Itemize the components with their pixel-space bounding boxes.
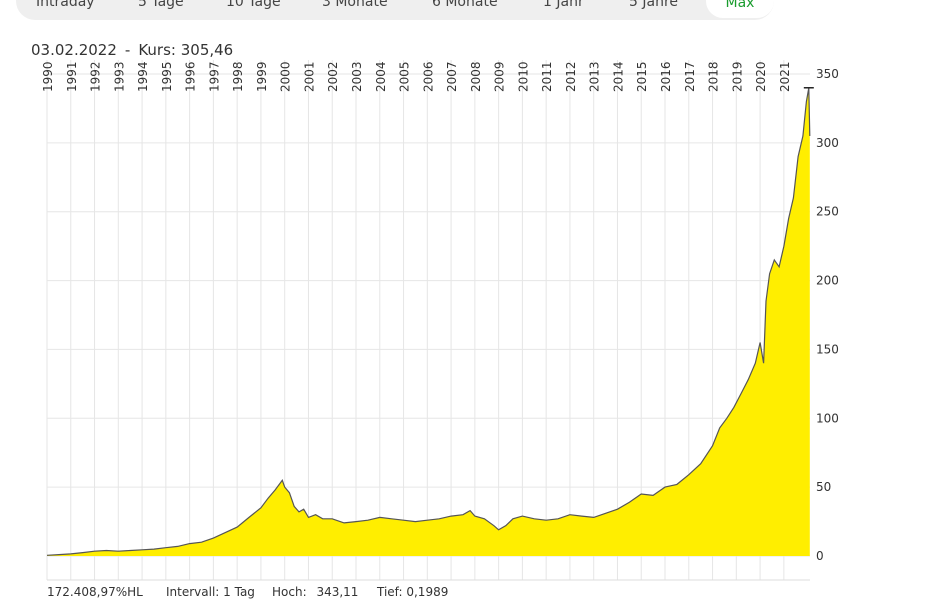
readout-separator: - bbox=[124, 41, 131, 59]
x-tick-label: 2014 bbox=[611, 61, 625, 92]
x-tick-label: 1997 bbox=[207, 61, 221, 92]
readout-price-label: Kurs: bbox=[138, 41, 176, 59]
tab-6-monate-label: 6 Monate bbox=[432, 0, 498, 10]
x-tick-label: 2008 bbox=[469, 61, 483, 92]
x-tick-label: 1993 bbox=[112, 61, 126, 92]
tab-3-monate-label: 3 Monate bbox=[322, 0, 388, 10]
footer-low-value: 0,1989 bbox=[406, 585, 449, 599]
y-tick-label: 0 bbox=[816, 549, 824, 563]
x-tick-label: 2006 bbox=[421, 61, 435, 92]
x-tick-label: 2021 bbox=[778, 61, 792, 92]
x-tick-label: 2003 bbox=[350, 61, 364, 92]
x-tick-label: 2000 bbox=[279, 61, 293, 92]
x-tick-label: 2012 bbox=[564, 61, 578, 92]
x-tick-label: 2002 bbox=[326, 61, 340, 92]
y-tick-label: 150 bbox=[816, 342, 839, 356]
tab-max[interactable]: Max bbox=[706, 0, 774, 18]
footer-low-label: Tief: bbox=[377, 585, 403, 599]
x-tick-label: 2005 bbox=[398, 61, 412, 92]
tab-intraday-label: Intraday bbox=[36, 0, 95, 10]
tab-5-tage-label: 5 Tage bbox=[138, 0, 184, 10]
x-tick-label: 2010 bbox=[516, 61, 530, 92]
x-tick-label: 2016 bbox=[659, 61, 673, 92]
y-tick-label: 100 bbox=[816, 411, 839, 425]
footer-interval: Intervall: 1 Tag bbox=[166, 585, 255, 599]
x-tick-label: 2013 bbox=[588, 61, 602, 92]
x-tick-label: 1992 bbox=[89, 61, 103, 92]
y-tick-label: 50 bbox=[816, 480, 831, 494]
x-tick-label: 1998 bbox=[231, 61, 245, 92]
footer-high-label: Hoch: bbox=[272, 585, 307, 599]
y-tick-label: 250 bbox=[816, 205, 839, 219]
y-tick-label: 300 bbox=[816, 136, 839, 150]
x-tick-label: 1995 bbox=[160, 61, 174, 92]
tab-10-tage-label: 10 Tage bbox=[226, 0, 281, 10]
tab-1-jahr-label: 1 Jahr bbox=[543, 0, 584, 10]
x-tick-label: 2020 bbox=[754, 61, 768, 92]
tab-5-jahre-label: 5 Jahre bbox=[629, 0, 678, 10]
footer-low: Tief: 0,1989 bbox=[377, 585, 448, 599]
x-tick-label: 1999 bbox=[255, 61, 269, 92]
x-tick-label: 1991 bbox=[65, 61, 79, 92]
x-tick-label: 1994 bbox=[136, 61, 150, 92]
footer-high: Hoch: 343,11 bbox=[272, 585, 358, 599]
x-tick-label: 2017 bbox=[683, 61, 697, 92]
range-tab-bar: Intraday 5 Tage 10 Tage 3 Monate 6 Monat… bbox=[16, 0, 774, 20]
x-tick-label: 2015 bbox=[635, 61, 649, 92]
x-tick-label: 2004 bbox=[374, 61, 388, 92]
readout-price-value: 305,46 bbox=[180, 41, 234, 59]
y-tick-label: 200 bbox=[816, 274, 839, 288]
x-tick-label: 2018 bbox=[707, 61, 721, 92]
x-tick-label: 2001 bbox=[302, 61, 316, 92]
tab-max-label: Max bbox=[725, 0, 755, 11]
x-tick-label: 2011 bbox=[540, 61, 554, 92]
x-tick-label: 2019 bbox=[730, 61, 744, 92]
x-tick-label: 2007 bbox=[445, 61, 459, 92]
x-tick-label: 1990 bbox=[41, 61, 55, 92]
readout-date: 03.02.2022 bbox=[31, 41, 117, 59]
price-area bbox=[47, 87, 810, 557]
price-line bbox=[46, 87, 811, 556]
footer-hl: 172.408,97%HL bbox=[47, 585, 143, 599]
x-tick-label: 2009 bbox=[493, 61, 507, 92]
x-tick-label: 1996 bbox=[184, 61, 198, 92]
y-tick-label: 350 bbox=[816, 67, 839, 81]
price-readout: 03.02.2022- Kurs: 305,46 bbox=[31, 41, 233, 59]
footer-high-value: 343,11 bbox=[316, 585, 359, 599]
